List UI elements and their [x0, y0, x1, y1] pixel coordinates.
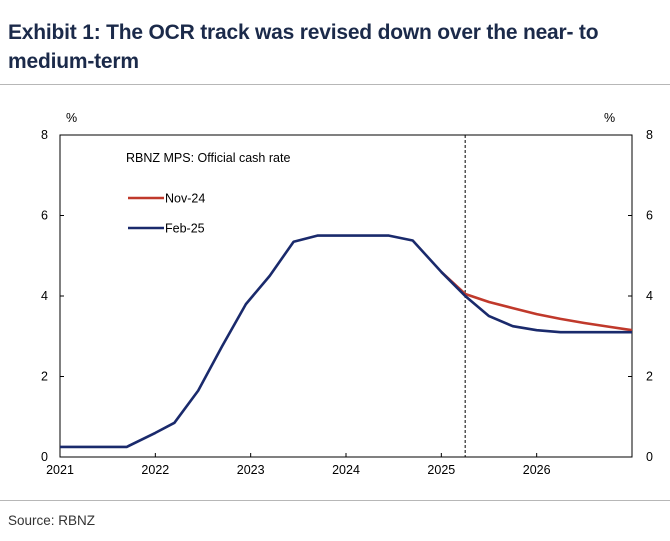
legend-label-nov-24: Nov-24 — [165, 192, 205, 206]
series-line-feb-25 — [60, 234, 632, 449]
y-tick-label-right: 6 — [646, 209, 653, 223]
series-line-nov-24 — [440, 270, 633, 332]
x-tick-label: 2023 — [237, 463, 265, 477]
y-tick-label-right: 0 — [646, 450, 653, 464]
x-tick-label: 2024 — [332, 463, 360, 477]
y-tick-label-left: 6 — [41, 209, 48, 223]
bottom-divider — [0, 500, 670, 501]
top-divider — [0, 84, 670, 85]
y-axis-unit-left: % — [66, 111, 77, 125]
x-tick-label: 2022 — [141, 463, 169, 477]
x-tick-label: 2021 — [46, 463, 74, 477]
source-note: Source: RBNZ — [8, 513, 96, 528]
x-tick-label: 2025 — [427, 463, 455, 477]
y-tick-label-left: 2 — [41, 370, 48, 384]
y-tick-label-right: 2 — [646, 370, 653, 384]
y-tick-label-right: 8 — [646, 128, 653, 142]
plot-frame — [59, 134, 633, 458]
y-tick-label-left: 8 — [41, 128, 48, 142]
exhibit-title: Exhibit 1: The OCR track was revised dow… — [8, 21, 599, 73]
ocr-line-chart: 0 0 2 2 4 4 6 6 8 8 2021 2022 2023 2024 2025 2026 Nov-2… — [41, 111, 653, 477]
y-axis-unit-right: % — [604, 111, 615, 125]
x-tick-label: 2026 — [523, 463, 551, 477]
legend-label-feb-25: Feb-25 — [165, 222, 205, 236]
y-tick-label-left: 4 — [41, 289, 48, 303]
y-tick-label-left: 0 — [41, 450, 48, 464]
y-tick-label-right: 4 — [646, 289, 653, 303]
chart-inner-title: RBNZ MPS: Official cash rate — [126, 151, 290, 165]
